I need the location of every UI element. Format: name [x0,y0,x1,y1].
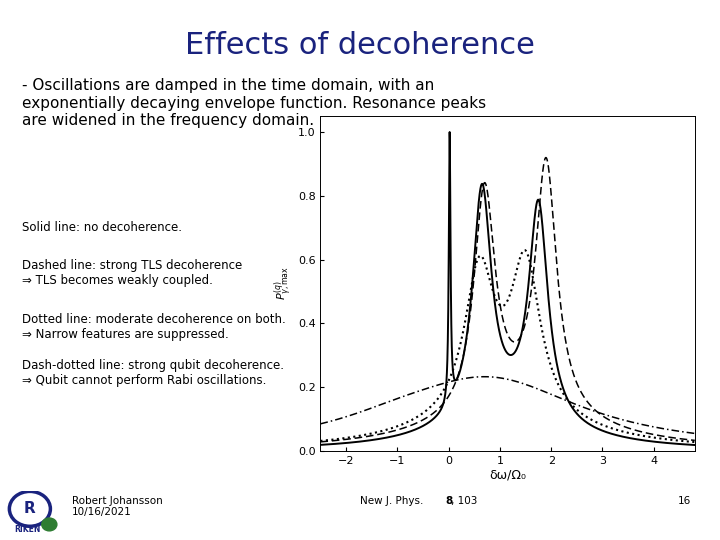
Text: Effects of decoherence: Effects of decoherence [185,31,535,60]
Y-axis label: $P^{(q)}_{\gamma,\mathrm{max}}$: $P^{(q)}_{\gamma,\mathrm{max}}$ [273,267,295,300]
Text: Dashed line: strong TLS decoherence
⇒ TLS becomes weakly coupled.: Dashed line: strong TLS decoherence ⇒ TL… [22,259,242,287]
Text: 16: 16 [678,496,691,506]
Circle shape [42,518,57,531]
Text: - Oscillations are damped in the time domain, with an
exponentially decaying env: - Oscillations are damped in the time do… [22,78,486,128]
Text: R: R [24,501,36,516]
Text: Robert Johansson
10/16/2021: Robert Johansson 10/16/2021 [72,496,163,517]
Text: Dash-dotted line: strong qubit decoherence.
⇒ Qubit cannot perform Rabi oscillat: Dash-dotted line: strong qubit decoheren… [22,359,284,387]
Text: New J. Phys.: New J. Phys. [360,496,427,506]
X-axis label: δω/Ω₀: δω/Ω₀ [489,469,526,482]
Text: , 103: , 103 [451,496,477,506]
Text: Solid line: no decoherence.: Solid line: no decoherence. [22,221,181,234]
Text: 8: 8 [445,496,452,506]
Text: Dotted line: moderate decoherence on both.
⇒ Narrow features are suppressed.: Dotted line: moderate decoherence on bot… [22,313,285,341]
Text: RIKEN: RIKEN [14,524,41,534]
